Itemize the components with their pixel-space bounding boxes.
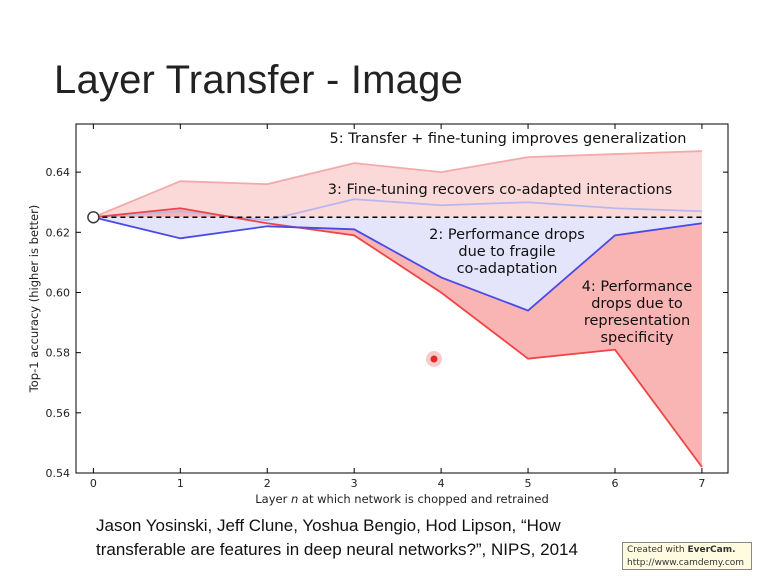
x-axis-label: Layer n at which network is chopped and … [255,492,549,506]
series-lines [93,150,703,468]
citation-line-1: Jason Yosinski, Jeff Clune, Yoshua Bengi… [96,516,561,535]
x-tick-label-5: 5 [525,477,532,490]
x-tick-label-2: 2 [264,477,271,490]
annotation-ann2-line-3: co-adaptation [457,261,558,277]
plot-frame [75,123,729,474]
area-fills [93,151,702,467]
slide-title: Layer Transfer - Image [54,58,464,102]
annotation-ann4-line-3: representation [584,313,690,329]
y-tick-label-1: 0.56 [46,407,71,420]
fill-transfer-finetune-gain [93,151,702,218]
annotation-ann2-line-2: due to fragile [458,244,555,260]
fill-selffer-drop [93,217,702,311]
annotation-ann3-line-1: 3: Fine-tuning recovers co-adapted inter… [328,182,672,198]
y-tick-label-0: 0.54 [46,467,71,480]
citation: Jason Yosinski, Jeff Clune, Yoshua Bengi… [96,514,636,562]
cursor-highlight [426,351,442,367]
citation-line-2: transferable are features in deep neural… [96,540,578,559]
x-tick-label-7: 7 [698,477,705,490]
x-axis-label-var: n [291,492,298,506]
series-line-transfer-ft [93,150,702,219]
annotations: 5: Transfer + fine-tuning improves gener… [328,131,693,346]
annotation-ann2-line-1: 2: Performance drops [429,227,585,243]
series-line-transfer [93,207,703,468]
watermark-prefix: Created with [627,545,685,555]
evercam-watermark: Created with EverCam. http://www.camdemy… [622,542,752,570]
annotation-ann5-line-1: 5: Transfer + fine-tuning improves gener… [330,131,687,147]
y-tick-label-3: 0.60 [46,286,71,299]
annotation-ann4-line-1: 4: Performance [582,279,693,295]
x-tick-label-0: 0 [90,477,97,490]
x-tick-label-1: 1 [177,477,184,490]
baseline-point-marker [87,211,100,224]
axes: 0 1 2 3 4 5 6 7 0.54 0.56 0.58 0.60 0.62 0.64 [46,124,728,490]
y-tick-label-2: 0.58 [46,347,71,360]
series-line-selffer [93,216,703,312]
series-line-selffer-ft [93,198,702,222]
x-axis-label-post: at which network is chopped and retraine… [298,492,548,506]
x-tick-label-4: 4 [438,477,445,490]
x-tick-label-3: 3 [351,477,358,490]
y-axis-label: Top-1 accuracy (higher is better) [27,205,41,394]
watermark-url: http://www.camdemy.com [627,558,745,568]
watermark-brand: EverCam. [687,545,736,555]
y-tick-label-5: 0.64 [46,166,71,179]
x-tick-label-6: 6 [611,477,618,490]
annotation-ann4-line-4: specificity [600,330,673,346]
y-tick-label-4: 0.62 [46,226,71,239]
annotation-ann4-line-2: drops due to [591,296,683,312]
x-axis-label-pre: Layer [255,492,291,506]
